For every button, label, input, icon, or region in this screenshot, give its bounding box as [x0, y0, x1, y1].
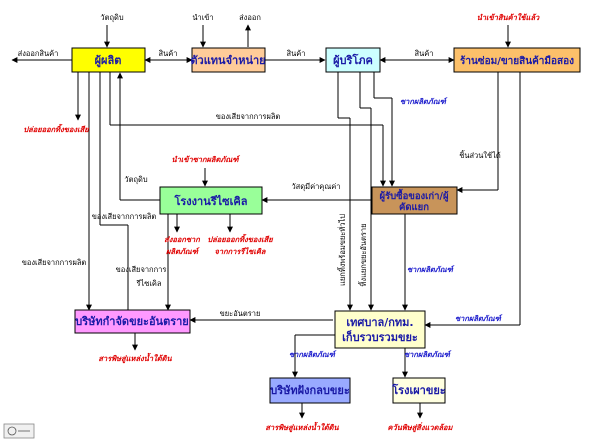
label-spare-parts: ชิ้นส่วนใช้ได้	[459, 150, 501, 160]
box-municipality-rect	[334, 310, 426, 349]
label-vertical-2: ทิ้งแยกขยะอันตราย	[358, 223, 368, 286]
label-hazard-output: สารพิษสู่แหล่งน้ำใต้ดิน	[98, 352, 172, 364]
box-municipality: เทศบาล/กทม. เก็บรวบรวมขยะ	[334, 310, 426, 349]
box-landfill-company: บริษัทฝังกลบขยะ	[269, 377, 351, 404]
box-secondhand-label: ร้านซ่อม/ขายสินค้ามือสอง	[460, 55, 574, 67]
label-production-waste-3: ของเสียจากการผลิต	[22, 258, 87, 267]
box-distributor-label: ตัวแทนจำหน่าย	[190, 54, 265, 67]
label-goods-2: สินค้า	[286, 49, 305, 58]
box-scrap-buyer-label-2: คัดแยก	[399, 202, 429, 213]
box-municipality-label-1: เทศบาล/กทม.	[346, 316, 413, 329]
box-consumer-rect	[325, 47, 381, 73]
box-municipality-label-2: เก็บรวบรวมขยะ	[342, 330, 418, 344]
label-e-waste-4: ซากผลิตภัณฑ์	[289, 350, 337, 359]
label-goods-3: สินค้า	[414, 49, 433, 58]
box-recycle-label: โรงงานรีไซเคิล	[173, 194, 247, 208]
label-export-goods: ส่งออกสินค้า	[18, 49, 59, 58]
box-recycle-rect	[159, 186, 263, 215]
box-landfill-rect	[269, 377, 351, 404]
label-e-waste-2: ซากผลิตภัณฑ์	[407, 265, 455, 274]
label-goods-1: สินค้า	[158, 49, 177, 58]
corner-logo-icon	[3, 423, 35, 439]
label-incinerator-output: ควันพิษสู่สิ่งแวดล้อม	[387, 422, 453, 433]
box-producer-rect	[71, 47, 146, 73]
label-raw-material-mid: วัตถุดิบ	[124, 175, 147, 184]
box-hazard-label: บริษัทกำจัดขยะอันตราย	[75, 315, 189, 328]
label-raw-material-top: วัตถุดิบ	[100, 13, 123, 22]
label-export-e-waste-1: ส่งออกซาก	[164, 235, 200, 244]
flow-labels: วัตถุดิบ นำเข้า ส่งออก นำเข้าสินค้าใช้แล…	[18, 13, 540, 433]
box-consumer-label: ผู้บริโภค	[333, 53, 373, 68]
label-vertical-1: แยกทิ้งพร้อมขยะทั่วไป	[337, 214, 347, 286]
label-valuable-material: วัสดุมีค่าคุณค่า	[291, 182, 340, 191]
box-consumer: ผู้บริโภค	[325, 47, 381, 73]
label-hazardous-waste: ขยะอันตราย	[220, 309, 261, 318]
label-import-e-waste: นำเข้าซากผลิตภัณฑ์	[171, 155, 240, 164]
label-emissions-producer: ปล่อยออกทิ้งของเสีย	[23, 123, 90, 134]
box-secondhand-rect	[453, 47, 581, 73]
box-incinerator-label: โรงเผาขยะ	[391, 383, 446, 397]
box-hazard-rect	[74, 309, 191, 334]
box-distributor-rect	[191, 47, 266, 73]
box-producer: ผู้ผลิต	[71, 47, 146, 73]
label-production-waste-1: ของเสียจากการผลิต	[216, 112, 281, 121]
label-export-e-waste-2: ผลิตภัณฑ์	[166, 247, 200, 256]
label-e-waste-1: ซากผลิตภัณฑ์	[400, 97, 448, 106]
box-scrap-buyer-rect	[371, 186, 458, 215]
box-scrap-buyer: ผู้รับซื้อของเก่า/ผู้ คัดแยก	[371, 186, 458, 215]
box-secondhand-shop: ร้านซ่อม/ขายสินค้ามือสอง	[453, 47, 581, 73]
label-e-waste-5: ซากผลิตภัณฑ์	[404, 350, 452, 359]
label-export: ส่งออก	[239, 13, 261, 22]
label-import-used: นำเข้าสินค้าใช้แล้ว	[477, 13, 540, 22]
label-e-waste-3: ซากผลิตภัณฑ์	[455, 314, 503, 323]
label-recycle-waste-2: รีไซเคิล	[135, 279, 161, 288]
label-import: นำเข้า	[192, 13, 213, 22]
box-recycle-factory: โรงงานรีไซเคิล	[159, 186, 263, 215]
label-landfill-output: สารพิษสู่แหล่งน้ำใต้ดิน	[265, 421, 339, 433]
box-landfill-label: บริษัทฝังกลบขยะ	[270, 384, 350, 397]
label-emissions-recycle-2: จากการรีไซเคิล	[215, 247, 266, 256]
box-incinerator-rect	[392, 377, 446, 404]
box-producer-label: ผู้ผลิต	[95, 54, 122, 68]
connectors	[11, 24, 521, 419]
label-recycle-waste-1: ของเสียจากการ	[116, 265, 167, 274]
box-distributor: ตัวแทนจำหน่าย	[190, 47, 266, 73]
box-scrap-buyer-label-1: ผู้รับซื้อของเก่า/ผู้	[379, 188, 448, 203]
label-emissions-recycle-1: ปล่อยออกทิ้งของเสีย	[207, 233, 274, 244]
label-production-waste-2: ของเสียจากการผลิต	[92, 212, 157, 221]
box-incinerator: โรงเผาขยะ	[391, 377, 446, 404]
box-hazard-company: บริษัทกำจัดขยะอันตราย	[74, 309, 191, 334]
